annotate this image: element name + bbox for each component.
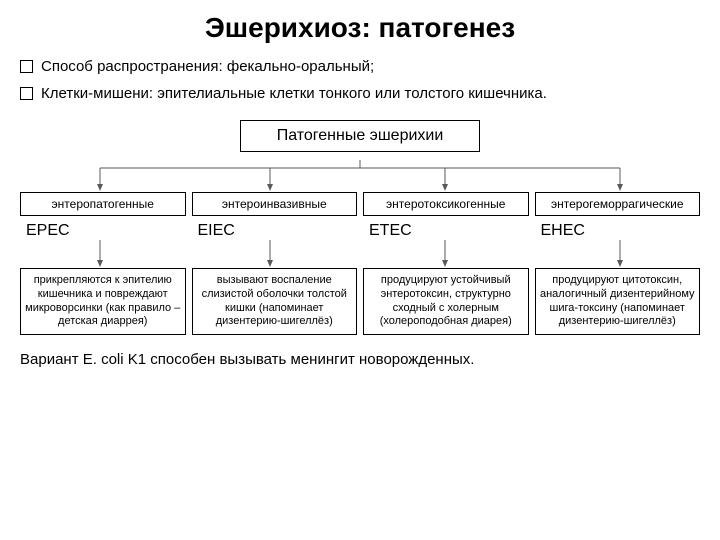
bullet-text: Клетки-мишени: эпителиальные клетки тонк… bbox=[41, 85, 547, 102]
connector-types-to-desc bbox=[20, 240, 700, 268]
abbrev-label: EPEC bbox=[20, 222, 186, 240]
type-node: энтероинвазивные bbox=[192, 192, 358, 216]
abbrev-label: ETEC bbox=[363, 222, 529, 240]
bullet-square-icon bbox=[20, 60, 33, 73]
bullet-item: Способ распространения: фекально-оральны… bbox=[20, 58, 700, 75]
desc-node: вызывают воспаление слизистой оболочки т… bbox=[192, 268, 358, 335]
root-node: Патогенные эшерихии bbox=[240, 120, 480, 152]
abbrev-label: EIEC bbox=[192, 222, 358, 240]
abbrev-row: EPEC EIEC ETEC EHEC bbox=[20, 222, 700, 240]
abbrev-label: EHEC bbox=[535, 222, 701, 240]
desc-row: прикрепляются к эпителию кишечника и пов… bbox=[20, 268, 700, 335]
desc-node: продуцируют цитотоксин, аналогичный дизе… bbox=[535, 268, 701, 335]
bullet-item: Клетки-мишени: эпителиальные клетки тонк… bbox=[20, 85, 700, 102]
bullet-text: Способ распространения: фекально-оральны… bbox=[41, 58, 374, 75]
type-node: энтеропатогенные bbox=[20, 192, 186, 216]
type-node: энтерогеморрагические bbox=[535, 192, 701, 216]
types-row: энтеропатогенные энтероинвазивные энтеро… bbox=[20, 192, 700, 216]
footer-note: Вариант E. coli K1 способен вызывать мен… bbox=[20, 351, 700, 368]
bullet-list: Способ распространения: фекально-оральны… bbox=[20, 58, 700, 102]
desc-node: продуцируют устойчивый энтеротоксин, стр… bbox=[363, 268, 529, 335]
bullet-square-icon bbox=[20, 87, 33, 100]
desc-node: прикрепляются к эпителию кишечника и пов… bbox=[20, 268, 186, 335]
connector-root-to-types bbox=[20, 160, 700, 192]
diagram: Патогенные эшерихии энтеропатогенные энт… bbox=[20, 120, 700, 335]
type-node: энтеротоксикогенные bbox=[363, 192, 529, 216]
page-title: Эшерихиоз: патогенез bbox=[20, 12, 700, 44]
